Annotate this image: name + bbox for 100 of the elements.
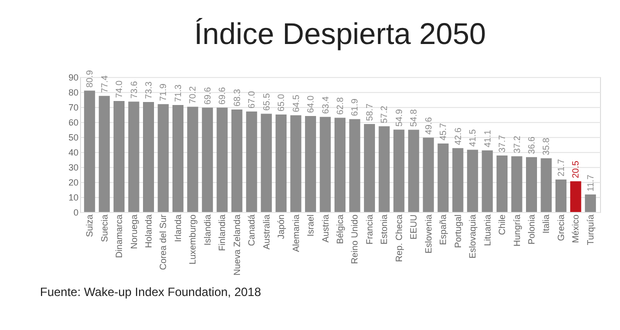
bar xyxy=(320,116,331,212)
bar xyxy=(364,124,375,212)
bar xyxy=(231,110,242,212)
x-tick-label: Alemania xyxy=(290,214,301,252)
x-tick-label: Irlanda xyxy=(172,214,183,242)
data-label: 49.6 xyxy=(423,117,434,135)
bar xyxy=(334,118,346,212)
y-tick-label: 20 xyxy=(68,178,78,188)
bar xyxy=(378,126,390,212)
data-label: 63.4 xyxy=(320,96,330,114)
bar xyxy=(467,150,478,212)
bar xyxy=(98,96,110,212)
data-label: 67.0 xyxy=(246,90,257,108)
bar xyxy=(511,156,522,212)
x-tick-label: Holanda xyxy=(144,214,154,248)
x-tick-label: Islandia xyxy=(202,214,212,246)
bar xyxy=(408,130,420,212)
x-tick-label: Polonia xyxy=(526,214,536,245)
data-label: 57.2 xyxy=(379,106,390,124)
y-tick-label: 60 xyxy=(68,118,78,128)
y-tick-label: 10 xyxy=(68,192,78,202)
y-tick-label: 80 xyxy=(68,88,78,98)
bar xyxy=(349,119,360,212)
data-label: 80.9 xyxy=(84,70,95,88)
data-label: 37.7 xyxy=(497,134,508,152)
data-label: 54.8 xyxy=(408,109,419,127)
data-label: 77.4 xyxy=(99,75,110,93)
data-label: 73.6 xyxy=(128,81,139,99)
data-label: 69.6 xyxy=(202,87,212,105)
bar xyxy=(202,108,213,212)
bar xyxy=(438,143,449,212)
x-tick-label: Francia xyxy=(364,214,374,245)
bar xyxy=(482,150,493,212)
bar xyxy=(570,181,582,212)
data-label: 68.3 xyxy=(232,89,242,107)
data-label: 64.5 xyxy=(290,94,301,112)
bar xyxy=(452,148,464,212)
data-label: 41.1 xyxy=(482,130,492,148)
data-label: 41.5 xyxy=(468,129,478,147)
x-tick-label: Italia xyxy=(541,214,552,234)
bar xyxy=(84,90,96,212)
x-tick-label: Japón xyxy=(276,214,286,240)
x-tick-label: Australia xyxy=(261,214,272,250)
data-label: 64.0 xyxy=(306,95,316,113)
bar xyxy=(143,102,154,212)
bar xyxy=(187,106,198,212)
x-tick-label: México xyxy=(570,214,581,244)
y-tick-label: 50 xyxy=(68,132,78,142)
data-label: 74.0 xyxy=(114,80,124,98)
bar xyxy=(290,115,302,212)
x-tick-label: Noruega xyxy=(128,214,139,250)
x-tick-label: Eslovenia xyxy=(423,214,434,254)
bar xyxy=(555,179,566,212)
y-tick-label: 70 xyxy=(68,102,78,112)
y-tick-label: 30 xyxy=(68,162,78,172)
data-label: 71.9 xyxy=(158,84,168,102)
data-label: 65.0 xyxy=(276,94,286,112)
chart-title: Índice Despierta 2050 xyxy=(194,17,486,52)
data-label: 58.7 xyxy=(364,103,374,121)
x-tick-label: Grecia xyxy=(556,214,566,242)
bar xyxy=(158,104,169,212)
y-tick-label: 90 xyxy=(68,72,78,82)
y-tick-label: 40 xyxy=(68,148,78,158)
x-tick-label: Corea del Sur xyxy=(158,214,168,270)
x-tick-label: Hungría xyxy=(512,214,522,247)
bar xyxy=(305,116,316,212)
bar xyxy=(246,112,258,212)
x-tick-label: Portugal xyxy=(452,214,463,248)
x-tick-label: Nueva Zelanda xyxy=(232,214,242,276)
x-tick-label: Lituania xyxy=(482,214,492,246)
x-tick-label: España xyxy=(438,214,448,246)
data-label: 69.6 xyxy=(217,87,228,105)
bar xyxy=(260,114,272,212)
bar xyxy=(216,108,228,212)
data-label: 11.7 xyxy=(585,174,596,192)
x-tick-label: Israel xyxy=(306,214,316,237)
data-label: 71.3 xyxy=(172,84,183,102)
x-tick-label: Chile xyxy=(497,214,508,236)
data-label: 21.7 xyxy=(556,158,566,176)
source-note: Fuente: Wake-up Index Foundation, 2018 xyxy=(40,285,262,299)
x-tick-label: EEUU xyxy=(408,214,419,240)
data-label: 54.9 xyxy=(394,109,404,127)
bar xyxy=(526,157,537,212)
x-tick-label: Bélgica xyxy=(335,214,345,244)
data-label: 65.5 xyxy=(261,93,272,111)
y-tick-label: 0 xyxy=(73,208,78,218)
bar xyxy=(172,105,184,212)
x-tick-label: Rep. Checa xyxy=(394,214,404,262)
bar xyxy=(393,130,404,212)
data-label: 35.8 xyxy=(541,138,552,156)
data-label: 37.2 xyxy=(512,136,522,154)
data-label: 36.6 xyxy=(526,136,536,154)
bar xyxy=(496,155,508,212)
bar xyxy=(114,101,125,212)
x-tick-label: Suiza xyxy=(84,214,95,238)
data-label: 70.2 xyxy=(188,86,198,104)
x-tick-label: Austria xyxy=(320,214,330,243)
data-label: 45.7 xyxy=(438,122,448,140)
bar xyxy=(128,102,140,212)
bar xyxy=(584,194,596,212)
